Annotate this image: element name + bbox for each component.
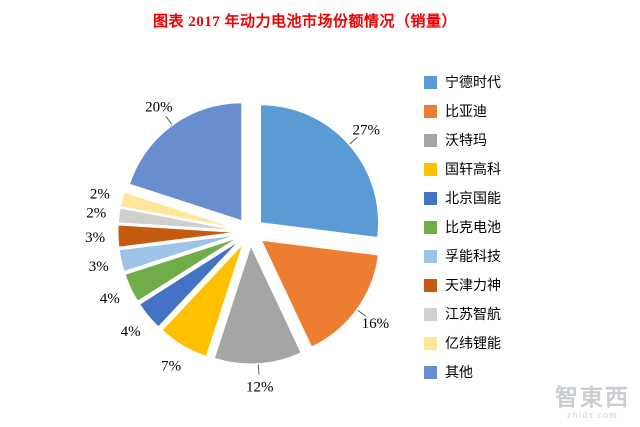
legend-swatch (424, 191, 437, 205)
pie-slice-label: 27% (353, 123, 381, 139)
legend-label: 江苏智航 (445, 308, 501, 323)
legend-label: 沃特玛 (445, 134, 487, 149)
legend-swatch (424, 75, 437, 89)
legend-item: 比亚迪 (424, 101, 501, 121)
pie-slice-label: 2% (86, 206, 106, 222)
chart-title: 图表 2017 年动力电池市场份额情况（销量） (152, 14, 457, 30)
legend-swatch (424, 307, 437, 321)
pie-slice-label: 7% (161, 358, 181, 374)
pie-slice (117, 207, 237, 231)
legend-swatch (424, 249, 437, 263)
label-leader-line (165, 116, 173, 125)
pie-slice (260, 239, 379, 348)
pie-slice (128, 102, 243, 222)
pie-slice-label: 4% (100, 291, 120, 307)
legend-item: 天津力神 (424, 275, 501, 295)
pie-slice (118, 234, 237, 273)
legend-item: 北京国能 (424, 188, 501, 208)
legend-item: 孚能科技 (424, 246, 501, 266)
legend-label: 比亚迪 (445, 105, 487, 120)
pie-slice (117, 224, 237, 248)
pie-slice-label: 16% (362, 316, 390, 332)
pie-slice (124, 237, 238, 302)
legend-swatch (424, 278, 437, 292)
legend-label: 宁德时代 (445, 76, 501, 91)
pie-slice-label: 20% (145, 100, 173, 116)
pie-slice-label: 4% (121, 324, 141, 340)
watermark-logo: 智東西 (555, 384, 630, 410)
legend-swatch (424, 162, 437, 176)
legend-item: 宁德时代 (424, 72, 501, 92)
legend-swatch (424, 220, 437, 234)
pie-slice (213, 244, 302, 365)
chart-legend: 宁德时代比亚迪沃特玛国轩高科北京国能比克电池孚能科技天津力神江苏智航亿纬锂能其他 (424, 72, 501, 382)
legend-item: 江苏智航 (424, 304, 501, 324)
watermark-url: zhidx.com (567, 410, 618, 421)
label-leader-line (257, 364, 260, 375)
pie-slice (119, 191, 237, 229)
pie-slice-label: 3% (89, 259, 109, 275)
legend-swatch (424, 365, 437, 379)
label-leader-line (357, 309, 366, 317)
pie-slice-label: 3% (85, 230, 105, 246)
legend-item: 沃特玛 (424, 130, 501, 150)
legend-label: 亿纬锂能 (445, 337, 501, 352)
legend-item: 其他 (424, 362, 501, 382)
legend-swatch (424, 336, 437, 350)
legend-label: 其他 (445, 366, 473, 381)
legend-label: 天津力神 (445, 279, 501, 294)
legend-label: 比克电池 (445, 221, 501, 236)
legend-item: 比克电池 (424, 217, 501, 237)
label-leader-line (349, 137, 358, 145)
pie-slice (161, 243, 244, 357)
pie-slice (260, 104, 380, 239)
pie-slice (138, 240, 240, 328)
legend-label: 孚能科技 (445, 250, 501, 265)
legend-swatch (424, 133, 437, 147)
legend-item: 亿纬锂能 (424, 333, 501, 353)
pie-slice-label: 2% (90, 187, 110, 203)
pie-slice-label: 12% (246, 380, 274, 396)
watermark: 智東西 zhidx.com (555, 385, 630, 421)
legend-label: 北京国能 (445, 192, 501, 207)
legend-item: 国轩高科 (424, 159, 501, 179)
legend-label: 国轩高科 (445, 163, 501, 178)
legend-swatch (424, 104, 437, 118)
